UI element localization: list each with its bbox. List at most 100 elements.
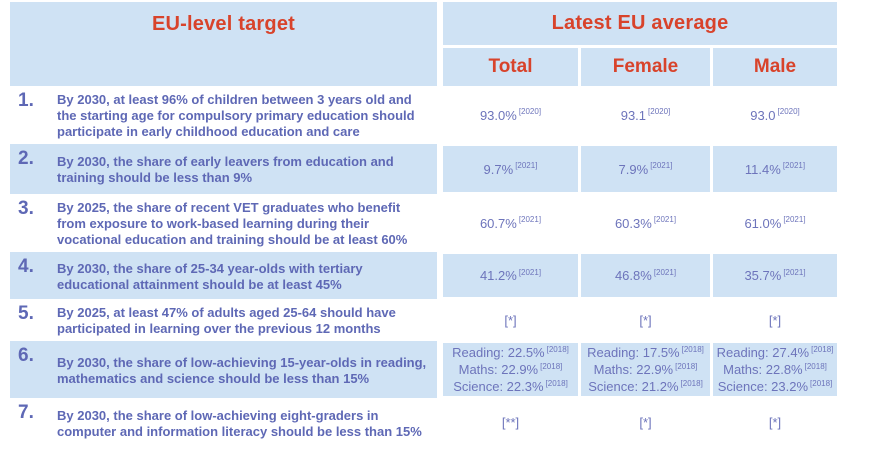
value-text: Reading: 17.5% [2018] <box>587 344 704 360</box>
column-gap <box>578 252 581 299</box>
total-value-cell: 60.7% [2021] <box>443 196 578 250</box>
target-cell: 4. By 2030, the share of 25-34 year-olds … <box>10 252 437 299</box>
value-text: 60.3% [2021] <box>614 215 677 231</box>
table-row: 5. By 2025, at least 47% of adults aged 2… <box>10 299 837 341</box>
year-note: [2021] <box>783 215 806 225</box>
value-text: Maths: 22.8% [2018] <box>723 361 827 377</box>
value-text: [*] <box>768 312 782 328</box>
target-text: By 2030, the share of low-achieving eigh… <box>57 407 422 439</box>
value-text: 61.0% [2021] <box>744 215 806 231</box>
value-text: 46.8% [2021] <box>614 267 677 283</box>
column-gap <box>437 398 443 447</box>
subheader-row: Total Female Male <box>443 48 837 86</box>
value-text: [*] <box>639 312 652 328</box>
value-text: 60.7% [2021] <box>479 215 542 231</box>
value-text: Science: 21.2% [2018] <box>588 378 703 394</box>
value-text: 93.0 [2020] <box>750 107 800 123</box>
column-gap <box>710 341 713 398</box>
header-latest-eu-average: Latest EU average <box>443 2 837 45</box>
target-cell: 3. By 2025, the share of recent VET gradu… <box>10 194 437 252</box>
female-value-cell: 7.9% [2021] <box>581 146 710 192</box>
female-value-cell: [*] <box>581 301 710 339</box>
column-gap <box>578 299 581 341</box>
target-cell: 6. By 2030, the share of low-achieving 15… <box>10 341 437 398</box>
column-header-total: Total <box>443 48 578 86</box>
eu-targets-table: EU-level target Latest EU average Total … <box>10 2 837 447</box>
column-gap <box>710 299 713 341</box>
table-row: 1. By 2030, at least 96% of children betw… <box>10 86 837 144</box>
header-eu-level-target: EU-level target <box>10 2 437 86</box>
value-text: [*] <box>639 415 652 430</box>
row-number: 7. <box>18 402 34 423</box>
row-number: 4. <box>18 256 34 277</box>
column-gap <box>710 252 713 299</box>
year-note: [2018] <box>681 344 704 354</box>
year-note: [2020] <box>777 107 800 117</box>
column-gap <box>710 144 713 194</box>
column-header-female: Female <box>581 48 710 86</box>
target-cell: 1. By 2030, at least 96% of children betw… <box>10 86 437 144</box>
column-gap <box>578 86 581 144</box>
male-value-cell: 11.4% [2021] <box>713 146 837 192</box>
value-text: Reading: 27.4% [2018] <box>716 344 834 360</box>
column-gap <box>578 398 581 447</box>
column-gap <box>578 341 581 398</box>
total-value-cell: [**] <box>443 400 578 445</box>
target-cell: 5. By 2025, at least 47% of adults aged 2… <box>10 299 437 341</box>
value-text: 93.1 [2020] <box>620 107 671 123</box>
value-text: 9.7% [2021] <box>483 161 538 177</box>
year-note: [2021] <box>653 267 677 277</box>
table-row: 3. By 2025, the share of recent VET gradu… <box>10 194 837 252</box>
header-latest-eu-average-group: Latest EU average Total Female Male <box>443 2 837 86</box>
total-value-cell: Reading: 22.5% [2018] Maths: 22.9% [2018] Sc… <box>443 343 578 396</box>
row-number: 5. <box>18 303 34 324</box>
value-text: Science: 23.2% [2018] <box>717 378 833 394</box>
male-value-cell: [*] <box>713 301 837 339</box>
male-value-cell: [*] <box>713 400 837 445</box>
table-row: 4. By 2030, the share of 25-34 year-olds … <box>10 252 837 299</box>
target-text: By 2030, the share of early leavers from… <box>57 154 394 185</box>
column-gap <box>437 341 443 398</box>
male-value-cell: 93.0 [2020] <box>713 88 837 142</box>
column-gap <box>437 299 443 341</box>
column-gap <box>437 252 443 299</box>
year-note: [2018] <box>540 361 563 371</box>
year-note: [2018] <box>545 378 568 388</box>
table-header: EU-level target Latest EU average Total … <box>10 2 837 86</box>
year-note: [2021] <box>515 161 538 171</box>
row-number: 6. <box>18 345 34 366</box>
year-note: [2020] <box>648 107 671 117</box>
row-number: 1. <box>18 90 34 111</box>
total-value-cell: [*] <box>443 301 578 339</box>
table-row: 2. By 2030, the share of early leavers fr… <box>10 144 837 194</box>
column-gap <box>437 2 443 86</box>
year-note: [2021] <box>783 267 806 277</box>
right-header-title: Latest EU average <box>551 12 729 34</box>
value-text: 41.2% [2021] <box>479 267 542 283</box>
male-value-cell: 35.7% [2021] <box>713 254 837 297</box>
target-text: By 2025, the share of recent VET graduat… <box>57 200 408 247</box>
year-note: [2020] <box>518 107 542 117</box>
male-value-cell: Reading: 27.4% [2018] Maths: 22.8% [2018] Sc… <box>713 343 837 396</box>
column-gap <box>437 194 443 252</box>
target-text: By 2030, at least 96% of children betwee… <box>57 92 415 139</box>
year-note: [2021] <box>518 267 542 277</box>
value-text: [*] <box>768 415 782 430</box>
column-gap <box>710 86 713 144</box>
column-gap <box>710 398 713 447</box>
year-note: [2018] <box>680 378 703 388</box>
year-note: [2018] <box>811 344 834 354</box>
value-text: [**] <box>501 415 520 430</box>
female-value-cell: 93.1 [2020] <box>581 88 710 142</box>
year-note: [2018] <box>804 361 827 371</box>
left-header-title: EU-level target <box>151 13 296 35</box>
total-value-cell: 93.0% [2020] <box>443 88 578 142</box>
row-number: 2. <box>18 148 34 169</box>
female-value-cell: [*] <box>581 400 710 445</box>
value-text: 11.4% [2021] <box>744 161 806 177</box>
column-gap <box>437 144 443 194</box>
total-value-cell: 41.2% [2021] <box>443 254 578 297</box>
value-text: 35.7% [2021] <box>744 267 806 283</box>
table-body: 1. By 2030, at least 96% of children betw… <box>10 86 837 447</box>
